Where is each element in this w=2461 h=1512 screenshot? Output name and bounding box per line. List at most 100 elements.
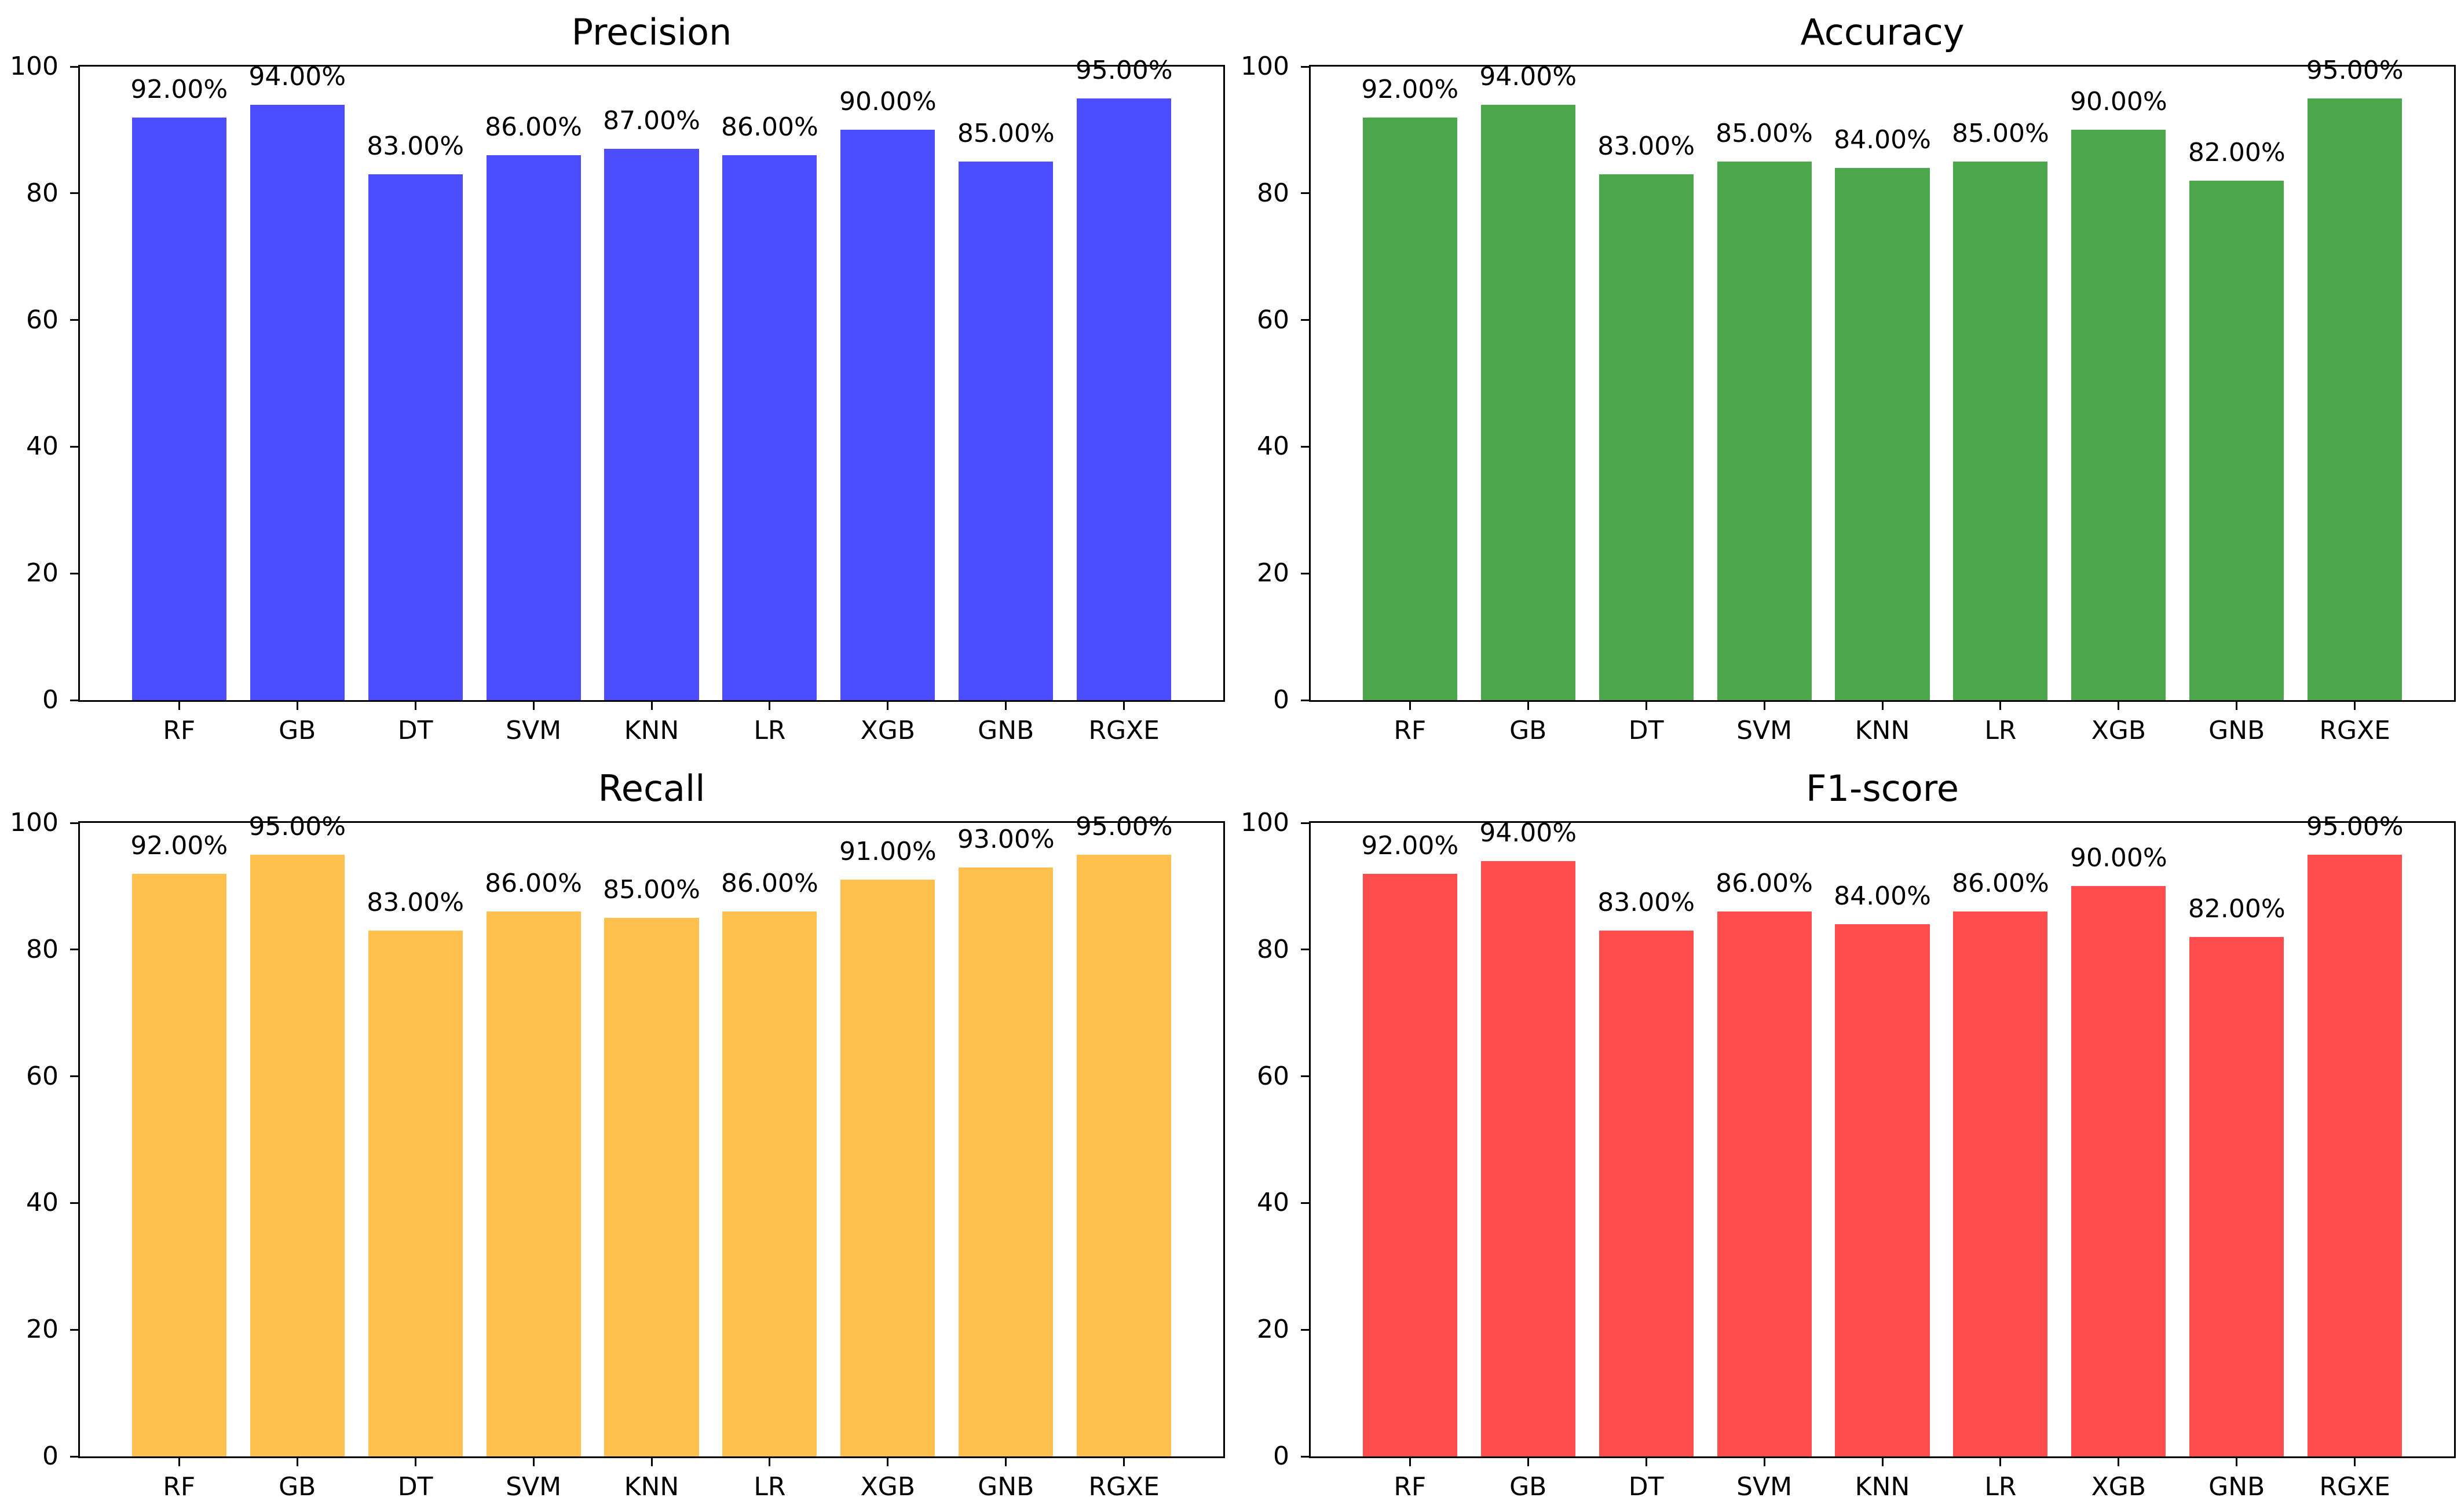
x-tick-label-GB: GB <box>279 1472 316 1502</box>
x-tick <box>650 702 653 710</box>
x-tick-label-DT: DT <box>1628 716 1664 745</box>
subplot-recall: Recall 0 20 40 60 80 100 92.00% RF 95.00% GB 83.00%… <box>0 756 1231 1512</box>
bar-value-label-DT: 83.00% <box>367 131 465 161</box>
x-tick-label-RGXE: RGXE <box>2319 1472 2390 1502</box>
x-tick-label-LR: LR <box>754 1472 786 1502</box>
bar-GB <box>250 104 345 700</box>
bar-LR <box>1953 162 2048 700</box>
y-tick <box>70 572 78 574</box>
x-tick-label-SVM: SVM <box>506 1472 562 1502</box>
bar-value-label-SVM: 86.00% <box>485 869 582 899</box>
bar-value-label-LR: 86.00% <box>1952 869 2049 899</box>
y-tick-label: 40 <box>1257 431 1289 462</box>
bar-GB <box>250 854 345 1456</box>
x-tick <box>532 1458 535 1466</box>
x-tick-label-KNN: KNN <box>1855 716 1910 745</box>
bar-value-label-GB: 94.00% <box>248 61 346 91</box>
bar-value-label-XGB: 90.00% <box>2069 843 2167 873</box>
y-tick <box>70 445 78 448</box>
y-tick-label: 60 <box>1257 305 1289 335</box>
y-tick-label: 20 <box>1257 558 1289 588</box>
x-tick-label-XGB: XGB <box>2091 1472 2146 1502</box>
x-tick <box>2118 702 2120 710</box>
x-tick <box>414 702 416 710</box>
bar-GNB <box>2189 180 2284 700</box>
bar-value-label-RGXE: 95.00% <box>1075 811 1173 841</box>
bar-value-label-RF: 92.00% <box>1361 74 1459 104</box>
bar-LR <box>722 155 817 700</box>
y-tick <box>70 1075 78 1078</box>
chart-title: Accuracy <box>1800 11 1965 53</box>
y-tick <box>70 1202 78 1204</box>
bar-value-label-SVM: 86.00% <box>1716 869 1813 899</box>
x-tick <box>1409 702 1411 710</box>
x-tick-label-RGXE: RGXE <box>2319 716 2390 745</box>
bar-XGB <box>840 880 935 1456</box>
subplot-precision: Precision 0 20 40 60 80 100 92.00% RF 94.00% GB 83.… <box>0 0 1231 756</box>
x-tick-label-RF: RF <box>163 716 196 745</box>
x-tick <box>1123 702 1125 710</box>
bar-value-label-RGXE: 95.00% <box>2306 55 2404 85</box>
x-tick-label-KNN: KNN <box>624 1472 679 1502</box>
bar-SVM <box>1717 911 1812 1456</box>
y-tick-label: 100 <box>1241 808 1289 837</box>
y-tick-label: 40 <box>1257 1188 1289 1218</box>
x-tick-label-XGB: XGB <box>860 716 916 745</box>
y-tick-label: 60 <box>26 305 58 335</box>
bar-GNB <box>2189 936 2284 1456</box>
bar-value-label-DT: 83.00% <box>367 887 465 917</box>
bar-DT <box>368 174 463 700</box>
y-tick-label: 80 <box>26 178 58 208</box>
y-tick <box>1301 192 1309 195</box>
bar-GNB <box>959 867 1054 1456</box>
plot-area: 0 20 40 60 80 100 92.00% RF 94.00% GB 83.00% DT 86.0… <box>1241 809 2456 1501</box>
y-tick-label: 0 <box>42 1441 58 1471</box>
x-tick-label-XGB: XGB <box>860 1472 916 1502</box>
bar-value-label-GNB: 82.00% <box>2188 137 2286 167</box>
bar-value-label-RF: 92.00% <box>130 830 228 861</box>
y-tick-label: 0 <box>1273 685 1289 715</box>
bar-value-label-KNN: 84.00% <box>1834 125 1931 155</box>
y-tick <box>1301 572 1309 574</box>
x-tick-label-XGB: XGB <box>2091 716 2146 745</box>
y-tick <box>1301 699 1309 701</box>
y-tick-label: 20 <box>26 1315 58 1345</box>
x-tick <box>650 1458 653 1466</box>
bar-RF <box>131 117 226 700</box>
x-tick <box>1527 702 1529 710</box>
x-tick-label-SVM: SVM <box>1736 716 1793 745</box>
x-tick <box>2118 1458 2120 1466</box>
bar-RGXE <box>2308 98 2403 700</box>
x-tick-label-RF: RF <box>1394 716 1427 745</box>
x-tick <box>2354 1458 2356 1466</box>
bar-RF <box>131 873 226 1456</box>
x-tick <box>887 1458 889 1466</box>
plot-area: 0 20 40 60 80 100 92.00% RF 95.00% GB 83.00% DT 86.0… <box>10 809 1225 1501</box>
x-tick <box>2236 1458 2238 1466</box>
x-tick-label-GNB: GNB <box>2208 1472 2265 1502</box>
bar-value-label-KNN: 84.00% <box>1834 881 1931 911</box>
bar-SVM <box>486 911 581 1456</box>
plot-area: 0 20 40 60 80 100 92.00% RF 94.00% GB 83.00% DT 86.0… <box>10 53 1225 745</box>
bar-value-label-RF: 92.00% <box>1361 830 1459 861</box>
subplot-accuracy: Accuracy 0 20 40 60 80 100 92.00% RF 94.00% GB 83.0… <box>1231 0 2461 756</box>
bar-value-label-RGXE: 95.00% <box>1075 55 1173 85</box>
x-tick-label-GB: GB <box>1509 1472 1547 1502</box>
y-tick <box>70 1328 78 1331</box>
y-tick <box>1301 822 1309 824</box>
x-tick-label-KNN: KNN <box>624 716 679 745</box>
bar-value-label-GNB: 93.00% <box>957 824 1055 854</box>
x-tick-label-RGXE: RGXE <box>1088 716 1160 745</box>
y-tick-label: 60 <box>26 1061 58 1091</box>
subplot-f1-score: F1-score 0 20 40 60 80 100 92.00% RF 94.00% GB 83.0… <box>1231 756 2461 1512</box>
y-tick-label: 80 <box>26 934 58 964</box>
bar-XGB <box>840 130 935 700</box>
x-tick-label-GNB: GNB <box>978 1472 1034 1502</box>
x-tick <box>2236 702 2238 710</box>
x-tick-label-SVM: SVM <box>1736 1472 1793 1502</box>
y-tick-label: 40 <box>26 431 58 462</box>
y-tick <box>1301 445 1309 448</box>
bar-XGB <box>2071 886 2166 1456</box>
y-tick-label: 0 <box>42 685 58 715</box>
chart-title: Recall <box>598 767 705 810</box>
